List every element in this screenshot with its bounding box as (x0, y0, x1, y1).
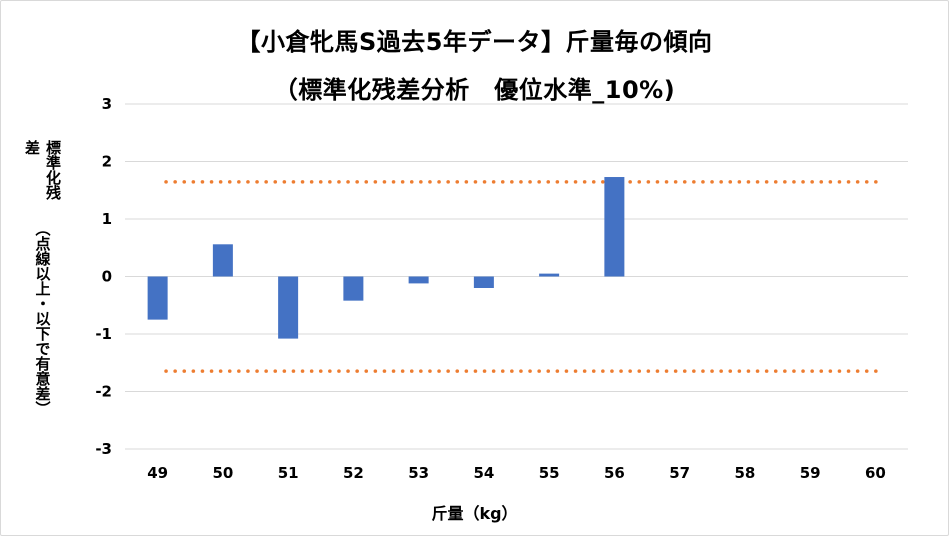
y-tick-label: 2 (102, 153, 112, 171)
bar-51 (278, 276, 299, 339)
bar-52 (343, 276, 364, 301)
x-tick-label: 59 (800, 464, 821, 482)
x-tick-label: 58 (734, 464, 755, 482)
bar-56 (604, 177, 625, 277)
x-tick-label: 50 (212, 464, 233, 482)
x-tick-label: 54 (473, 464, 494, 482)
x-tick-label: 57 (669, 464, 690, 482)
y-axis-label-line2: （点線以上・以下で有意差） (33, 220, 52, 416)
y-tick-label: -3 (95, 440, 112, 458)
x-tick-label: 55 (539, 464, 560, 482)
y-tick-label: -1 (95, 325, 112, 343)
chart-subtitle: （標準化残差分析 優位水準_10%) (273, 76, 676, 104)
y-axis-label: 標準化残差 （点線以上・以下で有意差） (22, 140, 64, 416)
bars (147, 177, 625, 339)
x-tick-label: 53 (408, 464, 429, 482)
y-tick-label: 3 (102, 95, 112, 113)
bar-54 (473, 276, 494, 288)
y-axis-label-line1: 標準化残差 (23, 140, 62, 200)
x-tick-labels: 49 50 51 52 53 54 55 56 57 58 59 60 (147, 464, 886, 482)
y-tick-labels: 3 2 1 0 -1 -2 -3 (95, 95, 112, 458)
y-tick-label: -2 (95, 383, 112, 401)
bar-50 (212, 244, 233, 277)
threshold-lines (164, 180, 878, 373)
x-axis-label: 斤量（kg） (431, 504, 518, 523)
y-tick-label: 1 (102, 210, 112, 228)
bar-53 (408, 276, 429, 284)
gridlines (125, 103, 908, 450)
x-tick-label: 49 (147, 464, 168, 482)
x-tick-label: 60 (865, 464, 886, 482)
bar-55 (539, 273, 560, 277)
x-tick-label: 51 (278, 464, 299, 482)
y-tick-label: 0 (102, 268, 112, 286)
bar-49 (147, 276, 168, 320)
chart-title: 【小倉牝馬S過去5年データ】斤量毎の傾向 (236, 28, 713, 56)
x-tick-label: 56 (604, 464, 625, 482)
x-tick-label: 52 (343, 464, 364, 482)
